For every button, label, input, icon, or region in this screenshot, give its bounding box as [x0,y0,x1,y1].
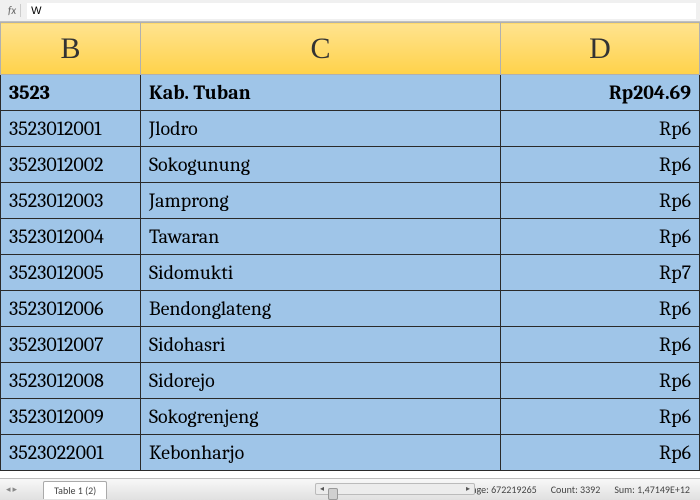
count-value: 3392 [580,483,600,496]
cell[interactable]: 3523012007 [1,327,141,363]
fx-label: fx [4,4,21,17]
status-sum: Sum: 1,47149E+12 [614,483,690,496]
tab-nav-icon[interactable]: ◂ ▸ [0,484,23,495]
cell[interactable]: 3523012004 [1,219,141,255]
cell[interactable]: Bendonglateng [141,291,501,327]
cell[interactable]: Rp6 [501,327,700,363]
cell[interactable]: Rp7 [501,255,700,291]
scroll-thumb[interactable] [328,488,338,500]
sheet-tab[interactable]: Table 1 (2) [43,481,107,499]
column-header-c[interactable]: C [141,23,501,75]
table-row[interactable]: 3523012002 Sokogunung Rp6 [1,147,700,183]
cell[interactable]: Rp204.69 [501,75,700,111]
cell[interactable]: Jamprong [141,183,501,219]
table-row[interactable]: 3523 Kab. Tuban Rp204.69 [1,75,700,111]
cell[interactable]: 3523012009 [1,399,141,435]
cell[interactable]: 3523012001 [1,111,141,147]
formula-bar: fx [0,0,700,22]
cell[interactable]: Sidomukti [141,255,501,291]
spreadsheet-grid[interactable]: B C D 3523 Kab. Tuban Rp204.69 352301200… [0,22,700,478]
cell[interactable]: Rp6 [501,435,700,471]
cell[interactable]: Sidorejo [141,363,501,399]
cell[interactable]: 3523 [1,75,141,111]
cell[interactable]: Tawaran [141,219,501,255]
cell[interactable]: Rp6 [501,111,700,147]
cell[interactable]: Rp6 [501,219,700,255]
cell[interactable]: 3523012008 [1,363,141,399]
table-row[interactable]: 3523012005 Sidomukti Rp7 [1,255,700,291]
table-row[interactable]: 3523012004 Tawaran Rp6 [1,219,700,255]
cell[interactable]: Sokogrenjeng [141,399,501,435]
table-row[interactable]: 3523012009 Sokogrenjeng Rp6 [1,399,700,435]
cell[interactable]: 3523012003 [1,183,141,219]
cell[interactable]: Kab. Tuban [141,75,501,111]
cell[interactable]: Rp6 [501,183,700,219]
count-label: Count: [551,483,578,496]
cell[interactable]: Sokogunung [141,147,501,183]
data-table: B C D 3523 Kab. Tuban Rp204.69 352301200… [0,22,700,471]
sum-value: 1,47149E+12 [637,483,690,496]
scroll-right-icon[interactable]: ▸ [462,484,474,494]
column-header-row: B C D [1,23,700,75]
sum-label: Sum: [614,483,635,496]
cell[interactable]: 3523022001 [1,435,141,471]
cell[interactable]: 3523012006 [1,291,141,327]
cell[interactable]: 3523012002 [1,147,141,183]
cell[interactable]: Rp6 [501,291,700,327]
column-header-d[interactable]: D [501,23,700,75]
cell[interactable]: Rp6 [501,363,700,399]
scroll-left-icon[interactable]: ◂ [316,484,328,494]
average-value: 672219265 [491,483,537,496]
status-aggregates: Average: 672219265 Count: 3392 Sum: 1,47… [453,483,700,496]
cell[interactable]: Rp6 [501,147,700,183]
table-row[interactable]: 3523022001 Kebonharjo Rp6 [1,435,700,471]
formula-input[interactable] [27,3,696,19]
cell[interactable]: Sidohasri [141,327,501,363]
status-bar: ◂ ▸ Table 1 (2) ◂ ▸ Average: 672219265 C… [0,478,700,500]
cell[interactable]: Rp6 [501,399,700,435]
horizontal-scrollbar[interactable]: ◂ ▸ [315,483,475,495]
cell[interactable]: 3523012005 [1,255,141,291]
table-row[interactable]: 3523012006 Bendonglateng Rp6 [1,291,700,327]
table-row[interactable]: 3523012001 Jlodro Rp6 [1,111,700,147]
table-row[interactable]: 3523012008 Sidorejo Rp6 [1,363,700,399]
column-header-b[interactable]: B [1,23,141,75]
table-row[interactable]: 3523012007 Sidohasri Rp6 [1,327,700,363]
cell[interactable]: Kebonharjo [141,435,501,471]
status-count: Count: 3392 [551,483,601,496]
cell[interactable]: Jlodro [141,111,501,147]
table-row[interactable]: 3523012003 Jamprong Rp6 [1,183,700,219]
